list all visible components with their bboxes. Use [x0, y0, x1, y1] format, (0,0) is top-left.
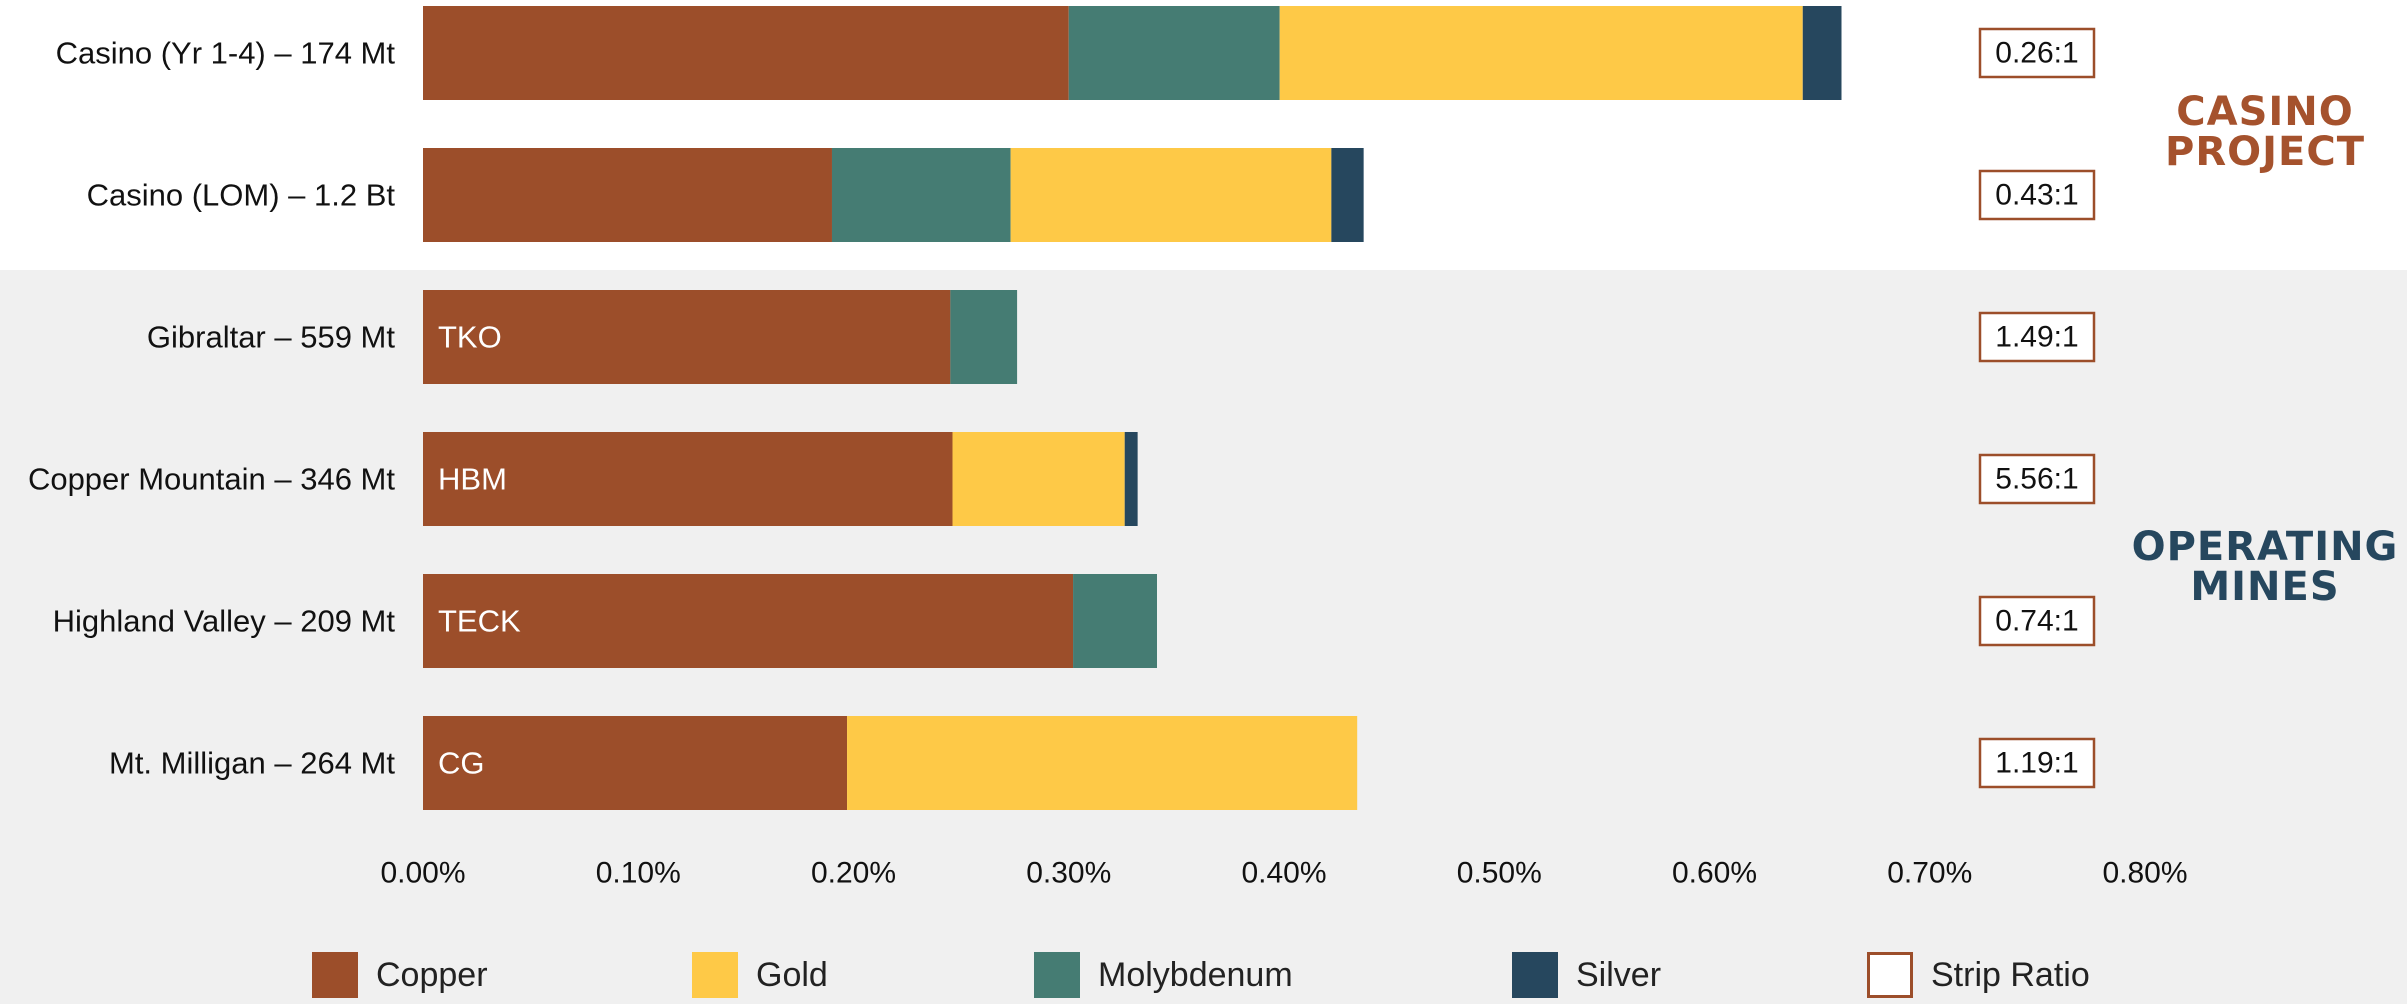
strip-ratio-value: 1.19:1 — [1995, 747, 2078, 780]
legend-item-molybdenum: Molybdenum — [1034, 950, 1293, 1000]
legend-swatch-silver — [1512, 952, 1558, 998]
bar-company-label: CG — [438, 746, 485, 781]
stacked-bar-chart: Casino (Yr 1-4) – 174 Mt Casino (LOM) – 1… — [28, 6, 2188, 890]
bar-segment-gold — [1279, 6, 1803, 100]
legend-label-copper: Copper — [376, 955, 488, 994]
legend-item-copper: Copper — [312, 950, 488, 1000]
strip-ratio-value: 0.43:1 — [1995, 179, 2078, 212]
legend-label-silver: Silver — [1576, 955, 1662, 994]
strip-ratio-box — [1978, 27, 2096, 79]
legend: Copper Gold Molybdenum Silver Strip Rati… — [0, 950, 2407, 1004]
bar-company-label: TKO — [438, 320, 502, 355]
bar-segment-copper — [423, 716, 848, 810]
bar-segment-copper — [423, 148, 832, 242]
casino-project-label-line-1: CASINO — [2176, 89, 2354, 135]
legend-swatch-copper — [312, 952, 358, 998]
casino-project-label: CASINO PROJECT — [2090, 92, 2407, 172]
bar-company-label: HBM — [438, 462, 507, 497]
operating-mines-label: OPERATING MINES — [2090, 527, 2407, 607]
category-label: Casino (LOM) – 1.2 Bt — [87, 178, 396, 213]
category-label: Mt. Milligan – 264 Mt — [109, 746, 395, 781]
bar-segment-silver — [1124, 432, 1138, 526]
bar-segment-gold — [847, 716, 1358, 810]
category-label: Gibraltar – 559 Mt — [147, 320, 395, 355]
strip-ratio-box — [1978, 311, 2096, 363]
legend-item-gold: Gold — [692, 950, 828, 1000]
x-tick-label: 0.30% — [1026, 857, 1111, 890]
x-tick-label: 0.80% — [2102, 857, 2187, 890]
strip-ratio-box — [1978, 595, 2096, 647]
operating-mines-label-line-2: MINES — [2190, 564, 2340, 610]
x-tick-label: 0.10% — [596, 857, 681, 890]
bar-segment-molybdenum — [1073, 574, 1158, 668]
legend-swatch-strip-ratio — [1867, 952, 1913, 998]
bar-segment-copper — [423, 6, 1069, 100]
bar-segment-silver — [1802, 6, 1842, 100]
bar-segment-molybdenum — [1068, 6, 1280, 100]
x-axis-tick-labels: 0.00% 0.10% 0.20% 0.30% 0.40% 0.50% 0.60% 0.70%… — [380, 857, 2187, 890]
bar-segment-gold — [1010, 148, 1332, 242]
category-labels: Casino (Yr 1-4) – 174 Mt Casino (LOM) – 1… — [28, 36, 395, 781]
strip-ratio-box — [1978, 737, 2096, 789]
bar-segment-copper — [423, 432, 953, 526]
bar-segment-copper — [423, 290, 951, 384]
x-tick-label: 0.60% — [1672, 857, 1757, 890]
strip-ratio-box — [1978, 169, 2096, 221]
legend-swatch-molybdenum — [1034, 952, 1080, 998]
legend-item-strip-ratio: Strip Ratio — [1867, 950, 2090, 1000]
x-tick-label: 0.00% — [380, 857, 465, 890]
bar-segment-molybdenum — [831, 148, 1011, 242]
category-label: Casino (Yr 1-4) – 174 Mt — [56, 36, 396, 71]
x-tick-label: 0.20% — [811, 857, 896, 890]
x-tick-label: 0.40% — [1241, 857, 1326, 890]
legend-label-strip-ratio: Strip Ratio — [1931, 955, 2090, 994]
bar-company-label: TECK — [438, 604, 521, 639]
legend-item-silver: Silver — [1512, 950, 1661, 1000]
category-label: Highland Valley – 209 Mt — [53, 604, 396, 639]
strip-ratio-value: 0.74:1 — [1995, 605, 2078, 638]
legend-swatch-gold — [692, 952, 738, 998]
strip-ratio-value: 1.49:1 — [1995, 321, 2078, 354]
bar-segment-molybdenum — [950, 290, 1018, 384]
strip-ratio-boxes: 0.26:1 0.43:1 1.49:1 5.56:1 0.74:1 1.19:1 — [1978, 27, 2096, 789]
bar-segment-gold — [952, 432, 1125, 526]
x-tick-label: 0.70% — [1887, 857, 1972, 890]
operating-mines-label-line-1: OPERATING — [2131, 524, 2399, 570]
legend-label-molybdenum: Molybdenum — [1098, 955, 1293, 994]
strip-ratio-box — [1978, 453, 2096, 505]
strip-ratio-value: 0.26:1 — [1995, 37, 2078, 70]
bars-layer — [423, 6, 1842, 810]
bar-segment-silver — [1331, 148, 1364, 242]
x-tick-label: 0.50% — [1457, 857, 1542, 890]
casino-project-label-line-2: PROJECT — [2165, 129, 2365, 175]
bar-segment-copper — [423, 574, 1074, 668]
strip-ratio-value: 5.56:1 — [1995, 463, 2078, 496]
bar-company-labels: TKO HBM TECK CG — [438, 320, 521, 781]
legend-label-gold: Gold — [756, 955, 828, 994]
category-label: Copper Mountain – 346 Mt — [28, 462, 395, 497]
